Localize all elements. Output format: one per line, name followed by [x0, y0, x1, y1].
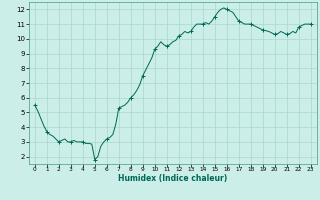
X-axis label: Humidex (Indice chaleur): Humidex (Indice chaleur) — [118, 174, 228, 183]
